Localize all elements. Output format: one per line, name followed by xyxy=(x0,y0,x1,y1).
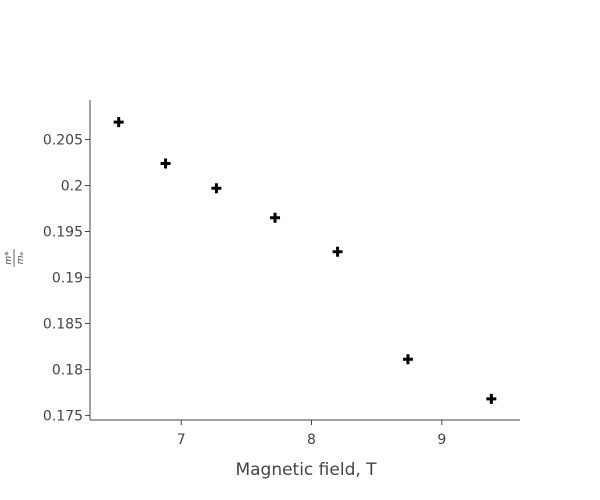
data-point xyxy=(486,393,497,404)
y-axis: 0.175 0.18 0.185 0.19 0.195 0.2 0.205 xyxy=(43,100,91,424)
data-point xyxy=(160,158,171,169)
y-tick-label: 0.195 xyxy=(43,224,83,240)
y-axis-title-denominator: mₑ xyxy=(16,251,26,264)
data-points xyxy=(113,117,497,404)
y-axis-title-numerator: m* xyxy=(4,251,14,265)
x-tick-label: 9 xyxy=(437,432,446,448)
x-axis-title: Magnetic field, T xyxy=(235,460,377,480)
y-tick-label: 0.2 xyxy=(61,179,83,195)
data-point xyxy=(270,212,281,223)
data-point xyxy=(211,183,222,194)
data-point xyxy=(113,117,124,128)
x-tick-label: 7 xyxy=(177,432,186,448)
x-tick-label: 8 xyxy=(307,432,316,448)
data-point xyxy=(332,246,343,257)
y-tick-label: 0.175 xyxy=(43,408,83,424)
y-axis-title: m* mₑ xyxy=(4,249,26,267)
x-axis: 7 8 9 xyxy=(90,419,520,448)
y-tick-label: 0.18 xyxy=(52,362,83,378)
y-tick-label: 0.205 xyxy=(43,133,83,149)
y-tick-label: 0.19 xyxy=(52,270,83,286)
y-tick-label: 0.185 xyxy=(43,316,83,332)
data-point xyxy=(402,354,413,365)
